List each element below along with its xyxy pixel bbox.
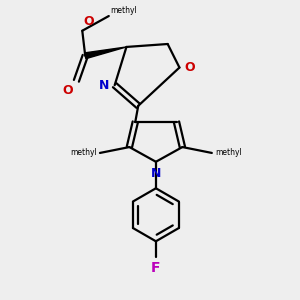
Text: N: N <box>99 79 110 92</box>
Polygon shape <box>85 47 126 59</box>
Text: O: O <box>62 84 73 97</box>
Text: methyl: methyl <box>70 148 97 158</box>
Text: O: O <box>185 61 195 74</box>
Text: methyl: methyl <box>215 148 242 158</box>
Text: F: F <box>151 261 160 275</box>
Text: methyl: methyl <box>110 6 137 15</box>
Text: N: N <box>151 167 161 180</box>
Text: O: O <box>84 15 94 28</box>
